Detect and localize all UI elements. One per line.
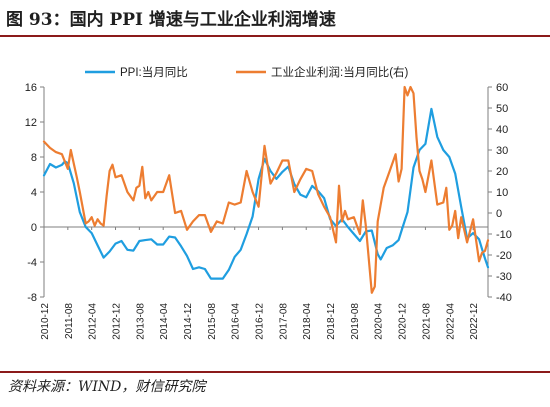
y-left-tick-label: 0 xyxy=(31,222,37,234)
figure-title: 图 93：国内 PPI 增速与工业企业利润增速 xyxy=(6,10,336,30)
y-right-tick-label: 0 xyxy=(496,208,502,220)
chart: 1612840-4-86050403020100-10-20-30-402010… xyxy=(25,65,512,340)
chart-axes xyxy=(43,87,489,297)
x-tick-label: 2015-08 xyxy=(207,303,218,340)
x-tick-label: 2012-12 xyxy=(112,303,123,340)
y-left-tick-label: 8 xyxy=(31,152,37,164)
x-tick-label: 2021-08 xyxy=(421,303,432,340)
x-tick-label: 2016-04 xyxy=(231,303,242,340)
x-tick-label: 2012-04 xyxy=(88,303,99,340)
y-left-tick-label: -8 xyxy=(27,292,37,304)
x-tick-label: 2017-08 xyxy=(278,303,289,340)
x-tick-label: 2022-04 xyxy=(445,303,456,340)
y-left-tick-label: 4 xyxy=(31,187,37,199)
source-rule xyxy=(0,371,550,373)
x-tick-label: 2016-12 xyxy=(255,303,266,340)
y-right-tick-label: 50 xyxy=(496,103,508,115)
x-tick-label: 2019-08 xyxy=(350,303,361,340)
x-tick-label: 2013-08 xyxy=(135,303,146,340)
chart-legend: PPI:当月同比 工业企业利润:当月同比(右) xyxy=(85,65,409,79)
x-tick-label: 2020-12 xyxy=(398,303,409,340)
ppi-line xyxy=(42,107,490,280)
x-tick-label: 2018-04 xyxy=(302,303,313,340)
y-left-tick-label: 16 xyxy=(25,82,37,94)
x-tick-label: 2018-12 xyxy=(326,303,337,340)
y-left-tick-label: -4 xyxy=(27,257,37,269)
y-right-tick-label: -30 xyxy=(496,271,512,283)
x-tick-label: 2020-04 xyxy=(374,303,385,340)
y-right-tick-label: -20 xyxy=(496,250,512,262)
chart-ticks: 1612840-4-86050403020100-10-20-30-402010… xyxy=(25,82,512,340)
x-tick-label: 2011-08 xyxy=(64,303,75,339)
y-right-tick-label: -10 xyxy=(496,229,512,241)
x-tick-label: 2014-12 xyxy=(183,303,194,340)
x-tick-label: 2014-04 xyxy=(159,303,170,340)
legend-label-profit: 工业企业利润:当月同比(右) xyxy=(271,65,409,79)
x-tick-label: 2022-12 xyxy=(469,303,480,340)
y-left-tick-label: 12 xyxy=(25,117,37,129)
profit-line xyxy=(42,85,490,294)
y-right-tick-label: 10 xyxy=(496,187,508,199)
legend-label-ppi: PPI:当月同比 xyxy=(120,65,188,79)
chart-lines xyxy=(42,85,490,294)
y-right-tick-label: 20 xyxy=(496,166,508,178)
y-right-tick-label: 30 xyxy=(496,145,508,157)
source-note: 资料来源：WIND，财信研究院 xyxy=(8,379,206,395)
y-right-tick-label: -40 xyxy=(496,292,512,304)
title-rule xyxy=(0,35,550,37)
y-right-tick-label: 60 xyxy=(496,82,508,94)
x-tick-label: 2010-12 xyxy=(40,303,51,340)
y-right-tick-label: 40 xyxy=(496,124,508,136)
